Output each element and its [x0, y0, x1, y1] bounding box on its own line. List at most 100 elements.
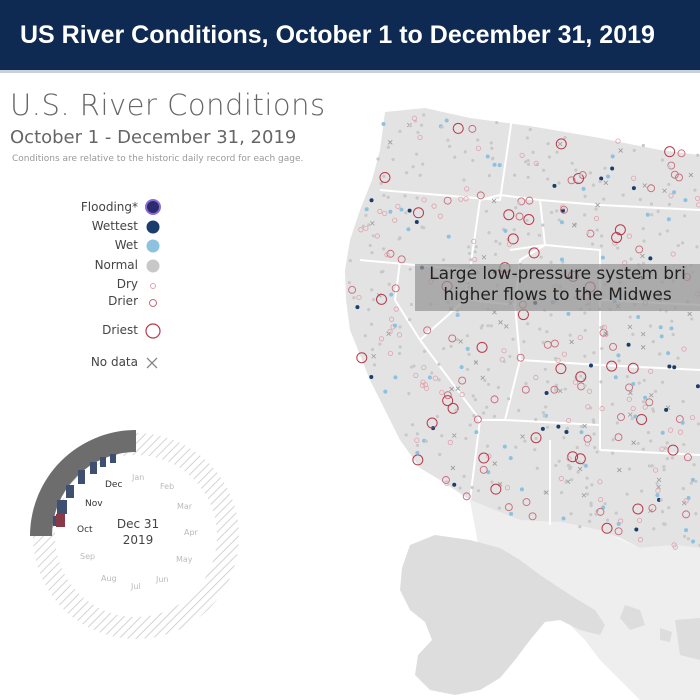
month-label-sep: Sep [80, 552, 96, 561]
dry-gage [670, 251, 676, 257]
normal-gage [415, 152, 419, 156]
drier-gage [479, 465, 488, 474]
normal-gage [655, 481, 659, 485]
normal-gage [694, 512, 698, 516]
normal-gage [575, 445, 579, 450]
normal-gage [549, 260, 553, 264]
drier-gage [516, 353, 525, 362]
normal-gage [667, 506, 671, 510]
normal-gage [372, 363, 377, 367]
no-data-gage [386, 331, 391, 337]
wet-gage [631, 381, 636, 386]
wet-gage [399, 207, 404, 212]
normal-gage [650, 213, 654, 217]
normal-gage [625, 375, 629, 379]
normal-gage [555, 209, 559, 213]
month-label-jan: Jan [132, 473, 145, 482]
drier-gage [476, 191, 485, 200]
normal-gage [508, 354, 512, 359]
normal-gage [486, 324, 490, 328]
wettest-gage [355, 305, 360, 310]
river-conditions-map [345, 108, 700, 700]
normal-gage [583, 311, 587, 315]
wet-gage [672, 190, 677, 195]
dial-dry-bar [56, 514, 65, 527]
normal-gage [535, 466, 539, 470]
drier-gage [670, 170, 679, 179]
normal-gage [408, 123, 412, 127]
normal-gage [487, 173, 492, 178]
normal-gage [659, 498, 663, 502]
drier-gage [391, 284, 400, 293]
normal-gage [437, 378, 441, 382]
normal-gage [670, 319, 674, 323]
wettest-gage [648, 256, 653, 261]
wet-gage [616, 353, 621, 358]
no-data-gage [640, 331, 646, 337]
normal-gage [563, 135, 567, 140]
wet-gage [383, 389, 388, 394]
normal-gage [545, 425, 550, 429]
normal-gage [467, 352, 471, 356]
normal-gage [600, 346, 604, 351]
normal-gage [595, 228, 599, 232]
normal-gage [526, 159, 530, 163]
driest-gage [530, 432, 542, 444]
normal-gage [416, 130, 420, 135]
normal-gage [681, 241, 685, 245]
drier-gage [635, 245, 644, 254]
month-label-jul: Jul [131, 582, 141, 591]
wettest-gage [556, 424, 561, 429]
normal-gage [547, 155, 552, 159]
normal-gage [404, 211, 408, 215]
normal-gage [690, 317, 694, 321]
normal-gage [534, 436, 538, 441]
driest-gage [575, 371, 587, 383]
map-subtitle: October 1 - December 31, 2019 [10, 127, 297, 148]
legend-label-normal: Normal [94, 258, 138, 272]
no-data-gage [481, 254, 487, 260]
dry-gage [377, 208, 383, 214]
flooding-icon [145, 199, 161, 215]
wet-gage [364, 207, 369, 212]
no-data-gage [631, 440, 636, 445]
dry-gage [387, 350, 394, 357]
driest-gage [667, 444, 679, 456]
wettest-gage [564, 429, 569, 434]
normal-gage [670, 456, 675, 460]
no-data-gage [688, 172, 694, 178]
dry-gage [636, 517, 643, 523]
no-data-icon [146, 357, 158, 369]
normal-gage [593, 445, 597, 450]
normal-gage [367, 308, 371, 312]
normal-gage [567, 463, 571, 468]
normal-gage [589, 503, 593, 508]
normal-gage [491, 156, 495, 161]
normal-gage [371, 234, 375, 238]
drier-gage [458, 376, 467, 385]
normal-gage [586, 231, 590, 235]
drier-gage [473, 415, 482, 424]
normal-gage [653, 389, 658, 394]
dry-gage [444, 480, 450, 486]
drier-gage [525, 196, 534, 205]
normal-gage [641, 227, 645, 231]
normal-gage [486, 367, 491, 372]
driest-gage [574, 453, 586, 465]
normal-gage [506, 397, 511, 401]
normal-gage [590, 483, 594, 487]
no-data-gage [662, 188, 667, 194]
legend-label-wet: Wet [114, 238, 138, 252]
normal-gage [522, 340, 526, 344]
normal-gage [523, 439, 527, 443]
normal-gage [663, 522, 667, 526]
dry-gage [631, 175, 637, 181]
driest-gage [523, 214, 535, 226]
month-label-jun: Jun [156, 575, 169, 584]
month-label-may: May [176, 555, 193, 564]
dry-gage [501, 348, 507, 354]
normal-gage [438, 452, 442, 457]
normal-gage [602, 197, 606, 201]
wet-gage [666, 217, 671, 222]
normal-gage [531, 150, 535, 154]
